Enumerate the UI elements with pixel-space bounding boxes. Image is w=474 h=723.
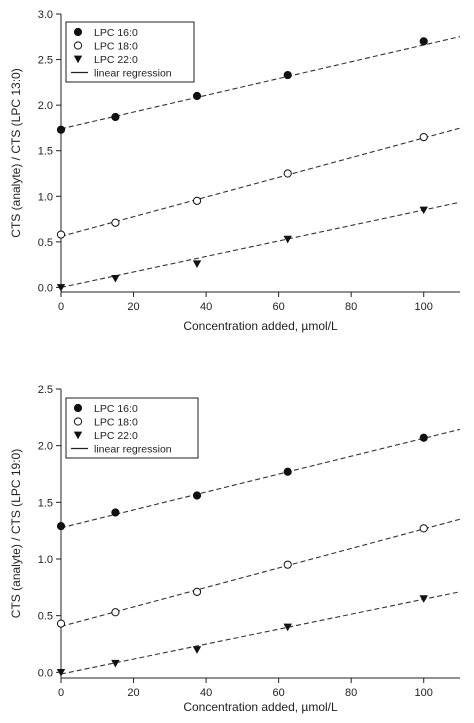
legend-label: LPC 22:0	[94, 54, 138, 66]
legend-marker-1	[73, 27, 83, 37]
x-tick-label: 40	[200, 301, 212, 313]
y-axis-label: CTS (analyte) / CTS (LPC 13:0)	[9, 68, 23, 237]
regression-line-series-2	[60, 127, 461, 237]
y-tick-label: 3.0	[38, 9, 53, 21]
chart-panel-2: 0 20 40 60 80 100 0.0 0.5 1.0 1.5 2.0 2.5 Concentrat…	[9, 384, 461, 714]
x-tick-label: 0	[58, 301, 64, 313]
x-tick-label: 20	[127, 687, 139, 699]
data-point-series-2	[56, 619, 66, 628]
data-point-series-2	[111, 218, 120, 227]
y-tick-label: 2.5	[38, 55, 53, 67]
legend-label: LPC 16:0	[94, 27, 138, 39]
y-tick-label: 1.5	[38, 497, 53, 509]
y-tick-label: 0.5	[38, 237, 53, 249]
data-point-series-1	[56, 522, 66, 531]
y-axis-label: CTS (analyte) / CTS (LPC 19:0)	[9, 449, 23, 618]
x-tick-label: 80	[345, 687, 357, 699]
y-tick-label: 2.0	[38, 441, 53, 453]
x-tick-label: 80	[345, 301, 357, 313]
x-tick-label: 60	[273, 687, 285, 699]
data-point-series-1	[419, 433, 428, 442]
x-axis-label: Concentration added, µmol/L	[183, 319, 338, 333]
y-tick-label: 1.0	[38, 191, 53, 203]
legend-label: LPC 16:0	[94, 403, 138, 415]
data-point-series-3	[419, 206, 428, 215]
data-point-series-2	[283, 169, 292, 178]
x-tick-label: 60	[273, 301, 285, 313]
data-point-series-1	[283, 467, 292, 476]
legend-marker-3	[73, 55, 83, 64]
y-tick-label: 1.0	[38, 554, 53, 566]
x-tick-label: 100	[415, 301, 433, 313]
data-point-series-3	[192, 260, 202, 268]
data-point-series-3	[283, 623, 292, 632]
data-point-series-1	[192, 491, 202, 500]
legend-marker-2	[73, 41, 83, 50]
data-point-series-2	[283, 560, 292, 569]
x-tick-label: 20	[127, 301, 139, 313]
data-point-series-1	[283, 70, 292, 80]
data-point-series-3	[111, 274, 120, 283]
data-point-series-1	[419, 37, 428, 46]
x-axis-label: Concentration added, µmol/L	[183, 700, 338, 714]
regression-line-series-3	[60, 201, 461, 288]
legend-box	[65, 21, 195, 83]
legend-marker-3	[73, 431, 83, 440]
data-point-series-1	[192, 91, 202, 101]
data-point-series-2	[419, 524, 428, 533]
legend-label: linear regression	[94, 444, 172, 456]
data-point-series-2	[56, 230, 66, 239]
y-tick-label: 0.0	[38, 282, 53, 294]
legend-label: linear regression	[94, 68, 172, 80]
data-point-series-2	[192, 196, 202, 205]
legend-label: LPC 18:0	[94, 417, 138, 429]
y-tick-label: 2.5	[38, 384, 53, 396]
data-point-series-1	[56, 125, 66, 134]
data-point-series-3	[56, 668, 66, 677]
y-tick-label: 1.5	[38, 146, 53, 158]
legend-label: LPC 22:0	[94, 430, 138, 442]
chart-panel-1: 0 20 40 60 80 100 0.0 0.5 1.0 1.5 2.0 2.5 3.0 Concent…	[9, 9, 461, 333]
regression-line-series-2	[60, 518, 461, 627]
y-tick-label: 0.0	[38, 667, 53, 679]
x-tick-label: 100	[415, 687, 433, 699]
data-point-series-2	[419, 132, 428, 142]
data-point-series-2	[192, 587, 202, 596]
legend-label: LPC 18:0	[94, 41, 138, 53]
data-point-series-1	[111, 112, 120, 122]
data-point-series-1	[111, 508, 120, 517]
x-tick-label: 40	[200, 687, 212, 699]
regression-line-series-3	[60, 591, 461, 675]
data-point-series-3	[192, 646, 202, 654]
legend-marker-1	[73, 403, 83, 413]
data-point-series-2	[111, 608, 120, 617]
y-tick-label: 0.5	[38, 611, 53, 623]
data-point-series-3	[283, 235, 292, 244]
data-point-series-3	[56, 284, 66, 292]
x-tick-label: 0	[58, 687, 64, 699]
legend-marker-2	[73, 417, 83, 426]
data-point-series-3	[111, 659, 120, 668]
y-tick-label: 2.0	[38, 100, 53, 112]
regression-line-series-1	[60, 36, 461, 130]
regression-line-series-1	[60, 428, 461, 529]
data-point-series-3	[419, 595, 428, 603]
